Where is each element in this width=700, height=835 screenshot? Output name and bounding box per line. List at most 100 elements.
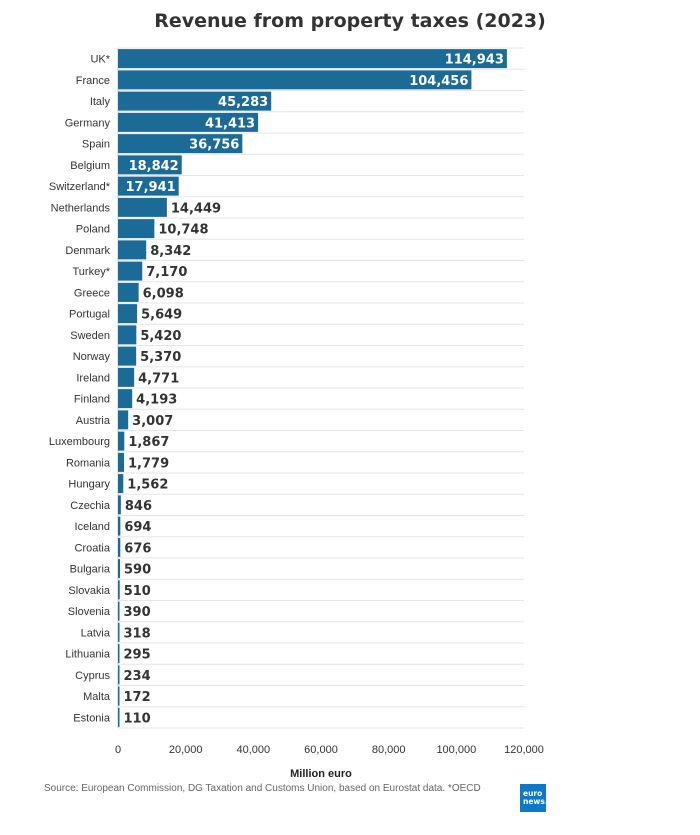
value-label: 36,756 xyxy=(189,138,239,153)
category-label: Austria xyxy=(76,415,111,427)
value-label: 114,943 xyxy=(445,53,504,68)
value-label: 5,649 xyxy=(141,308,182,323)
x-tick-label: 100,000 xyxy=(436,744,476,756)
category-label: Sweden xyxy=(70,330,110,342)
value-label: 4,771 xyxy=(138,371,179,386)
bar xyxy=(118,559,120,579)
category-label: Norway xyxy=(73,351,111,363)
category-label: Malta xyxy=(83,691,111,703)
bar xyxy=(118,219,155,239)
category-label: UK* xyxy=(90,54,110,66)
value-label: 1,779 xyxy=(128,456,169,471)
category-label: Switzerland* xyxy=(49,181,111,193)
value-label: 676 xyxy=(124,541,151,556)
category-label: Spain xyxy=(82,139,110,151)
value-label: 846 xyxy=(125,499,152,514)
category-label: Slovakia xyxy=(68,585,110,597)
chart-title: Revenue from property taxes (2023) xyxy=(154,10,546,32)
category-label: Greece xyxy=(74,287,110,299)
value-label: 234 xyxy=(124,669,151,684)
category-label: Finland xyxy=(74,394,110,406)
euronews-logo: euro news. xyxy=(520,784,548,812)
category-label: Luxembourg xyxy=(49,436,110,448)
x-tick-label: 40,000 xyxy=(237,744,271,756)
value-label: 590 xyxy=(124,563,151,578)
bar xyxy=(118,389,133,409)
value-label: 1,562 xyxy=(127,478,168,493)
value-label: 510 xyxy=(124,584,151,599)
bar xyxy=(118,622,120,642)
bar xyxy=(118,410,129,430)
bar xyxy=(118,537,121,557)
value-label: 8,342 xyxy=(150,244,191,259)
value-label: 172 xyxy=(124,690,151,705)
value-label: 318 xyxy=(124,626,151,641)
bar xyxy=(118,367,135,387)
bar xyxy=(118,134,243,154)
x-axis-title: Million euro xyxy=(290,768,352,780)
category-label: Germany xyxy=(65,117,111,129)
value-label: 3,007 xyxy=(132,414,173,429)
bar-chart: UK* 114,943 France 104,456 Italy 45,283 German… xyxy=(49,47,544,780)
value-label: 6,098 xyxy=(143,286,184,301)
category-label: Estonia xyxy=(73,712,111,724)
category-label: Belgium xyxy=(70,160,110,172)
bar xyxy=(118,452,125,472)
bar xyxy=(118,346,137,366)
bar xyxy=(118,155,182,175)
value-label: 10,748 xyxy=(158,223,208,238)
bar xyxy=(118,325,137,345)
value-label: 45,283 xyxy=(218,95,268,110)
category-label: Iceland xyxy=(75,521,110,533)
x-tick-label: 0 xyxy=(115,744,121,756)
x-tick-label: 20,000 xyxy=(169,744,203,756)
category-label: Slovenia xyxy=(68,606,111,618)
bar xyxy=(118,282,139,302)
x-tick-label: 80,000 xyxy=(372,744,406,756)
logo-line-2: news. xyxy=(523,797,548,806)
value-label: 104,456 xyxy=(409,74,468,89)
bar xyxy=(118,474,124,494)
source-note: Source: European Commission, DG Taxation… xyxy=(44,783,481,794)
category-label: Hungary xyxy=(68,479,110,491)
category-label: Italy xyxy=(90,96,111,108)
value-label: 390 xyxy=(124,605,151,620)
value-label: 1,867 xyxy=(128,435,169,450)
category-label: Croatia xyxy=(75,542,111,554)
x-tick-label: 60,000 xyxy=(304,744,338,756)
bar xyxy=(118,70,472,90)
bar xyxy=(118,240,147,260)
bar xyxy=(118,516,121,536)
category-label: Netherlands xyxy=(51,202,111,214)
logo-line-1: euro xyxy=(523,789,543,798)
bar xyxy=(118,580,120,600)
category-label: Ireland xyxy=(76,372,110,384)
bar xyxy=(118,176,179,196)
category-label: Poland xyxy=(76,224,110,236)
category-label: France xyxy=(76,75,110,87)
bar xyxy=(118,261,143,281)
bar xyxy=(118,197,167,217)
bar xyxy=(118,91,272,111)
value-label: 41,413 xyxy=(205,116,255,131)
bar xyxy=(118,495,121,515)
value-label: 694 xyxy=(124,520,151,535)
category-label: Bulgaria xyxy=(70,564,111,576)
value-label: 110 xyxy=(124,711,151,726)
category-label: Cyprus xyxy=(75,670,110,682)
x-tick-label: 120,000 xyxy=(504,744,544,756)
value-label: 4,193 xyxy=(136,393,177,408)
value-label: 5,370 xyxy=(140,350,181,365)
bar xyxy=(118,686,120,706)
value-label: 5,420 xyxy=(140,329,181,344)
bar xyxy=(118,49,507,69)
category-label: Turkey* xyxy=(73,266,111,278)
category-label: Portugal xyxy=(69,309,110,321)
value-label: 7,170 xyxy=(146,265,187,280)
value-label: 14,449 xyxy=(171,201,221,216)
bar xyxy=(118,665,120,685)
value-label: 295 xyxy=(124,648,151,663)
bar xyxy=(118,707,120,727)
bar xyxy=(118,431,125,451)
value-label: 18,842 xyxy=(129,159,179,174)
